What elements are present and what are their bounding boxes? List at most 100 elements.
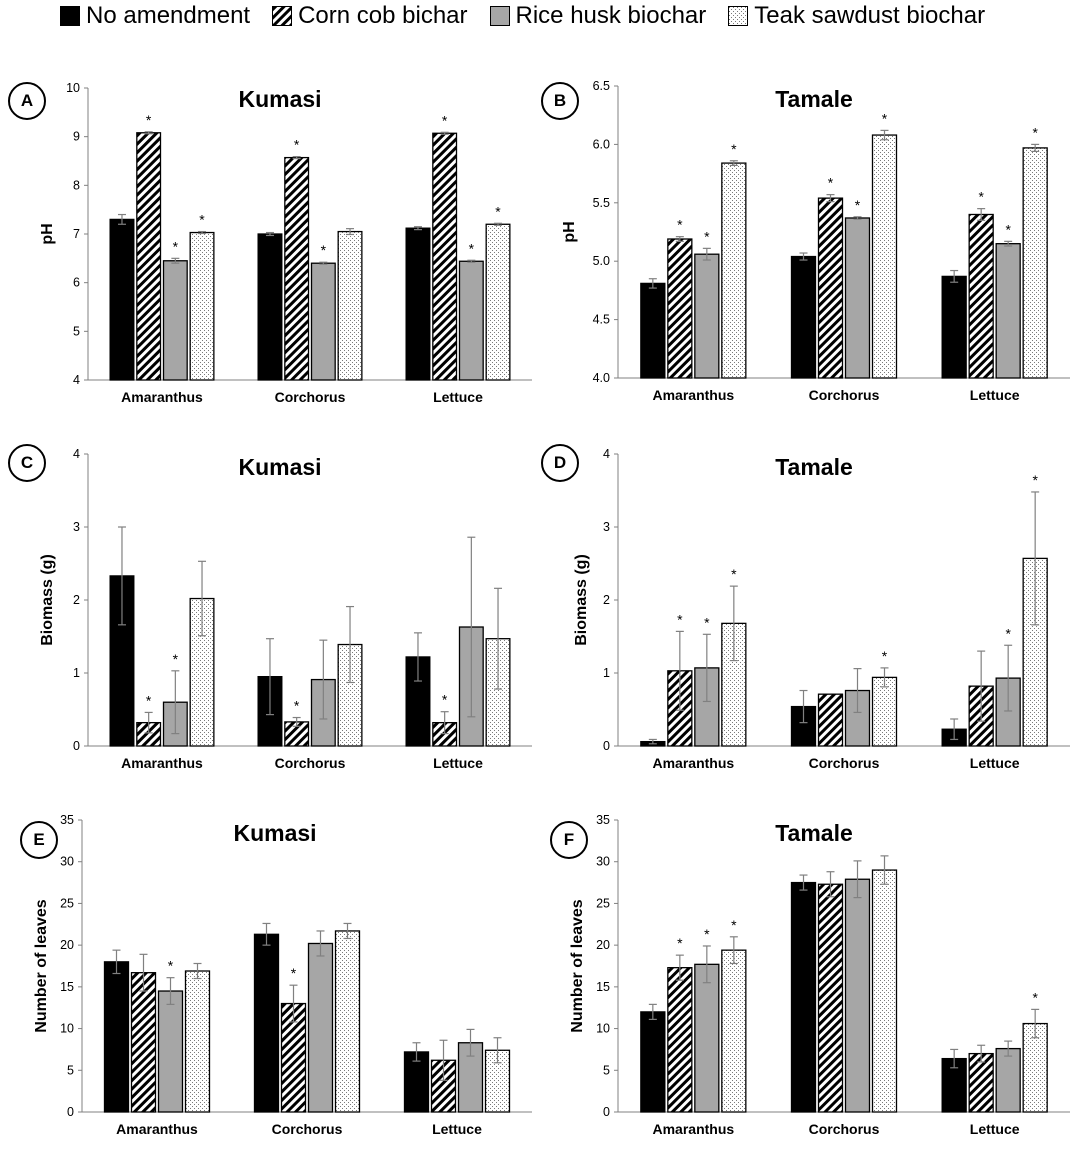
- bar-teak-sawdust: [485, 223, 511, 381]
- x-category-label: Corchorus: [809, 755, 880, 771]
- chart-svg: 4 5 6 7 8 9 10 Amaranthus * * * Corchorus * * Lettuce *…: [66, 81, 532, 405]
- x-category-label: Amaranthus: [652, 387, 734, 403]
- y-tick-label: 35: [60, 813, 74, 827]
- x-category-label: Amaranthus: [652, 755, 734, 771]
- bar-no-amendment: [640, 1011, 666, 1113]
- bar-no-amendment: [253, 933, 280, 1113]
- x-category-label: Corchorus: [272, 1121, 343, 1137]
- significance-star: *: [731, 141, 737, 157]
- bar-corn-cob: [667, 238, 693, 379]
- significance-star: *: [294, 698, 300, 714]
- x-category-label: Lettuce: [433, 389, 483, 405]
- bar-corn-cob: [136, 132, 162, 381]
- legend-label: Teak sawdust biochar: [754, 2, 986, 29]
- significance-star: *: [199, 212, 205, 228]
- bar-rice-husk: [694, 253, 720, 379]
- x-category-label: Amaranthus: [652, 1121, 734, 1137]
- chart-svg: 0 1 2 3 4 Amaranthus * * Corchorus * Lettuce *: [73, 447, 532, 771]
- chart-svg: 4.0 4.5 5.0 5.5 6.0 6.5 Amaranthus * * * Corchorus…: [593, 79, 1070, 403]
- significance-star: *: [173, 238, 179, 254]
- chart-panel-b: B Tamale pH 4.0 4.5 5.0 5.5 6.0 6.5 Amaranthus…: [538, 50, 1078, 422]
- significance-star: *: [882, 648, 888, 664]
- y-tick-label: 8: [73, 178, 80, 192]
- y-tick-label: 5.5: [593, 196, 610, 210]
- bar-corn-cob: [667, 967, 693, 1113]
- y-tick-label: 25: [596, 896, 610, 910]
- panel-letter: A: [8, 82, 46, 120]
- y-tick-label: 15: [60, 980, 74, 994]
- bar-corn-cob: [130, 972, 157, 1113]
- significance-star: *: [495, 203, 501, 219]
- significance-star: *: [442, 112, 448, 128]
- bar-corn-cob: [968, 1052, 994, 1113]
- bar-corn-cob: [817, 693, 844, 747]
- y-tick-label: 5: [73, 324, 80, 338]
- y-tick-label: 2: [603, 593, 610, 607]
- significance-star: *: [442, 692, 448, 708]
- legend-item-teak-sawdust: Teak sawdust biochar: [728, 2, 985, 30]
- bar-corn-cob: [284, 156, 310, 381]
- significance-star: *: [677, 611, 683, 627]
- y-tick-label: 30: [60, 855, 74, 869]
- bar-teak-sawdust: [334, 930, 361, 1113]
- y-tick-label: 1: [603, 666, 610, 680]
- significance-star: *: [294, 137, 300, 153]
- y-tick-label: 9: [73, 130, 80, 144]
- bar-no-amendment: [403, 1051, 430, 1113]
- bar-no-amendment: [790, 705, 817, 747]
- significance-star: *: [855, 197, 861, 213]
- significance-star: *: [1032, 472, 1038, 488]
- bar-no-amendment: [790, 881, 817, 1113]
- x-category-label: Corchorus: [275, 389, 346, 405]
- x-category-label: Lettuce: [970, 755, 1020, 771]
- bar-corn-cob: [817, 883, 844, 1113]
- bar-rice-husk: [162, 260, 188, 381]
- x-category-label: Lettuce: [970, 387, 1020, 403]
- bar-rice-husk: [844, 217, 871, 379]
- significance-star: *: [321, 242, 327, 258]
- significance-star: *: [704, 926, 710, 942]
- legend-swatch-diagonal: [272, 6, 293, 26]
- legend-item-no-amendment: No amendment: [60, 2, 250, 30]
- bar-teak-sawdust: [871, 869, 898, 1113]
- significance-star: *: [677, 935, 683, 951]
- y-tick-label: 5: [603, 1063, 610, 1077]
- chart-panel-a: A Kumasi pH 4 5 6 7 8 9 10 Amaranthus * * * Corchor…: [0, 50, 540, 422]
- y-tick-label: 3: [603, 520, 610, 534]
- bar-teak-sawdust: [1022, 147, 1048, 379]
- panel-letter: F: [550, 821, 588, 859]
- y-tick-label: 20: [596, 938, 610, 952]
- panel-title: Kumasi: [238, 454, 322, 480]
- x-category-label: Corchorus: [809, 387, 880, 403]
- y-tick-label: 7: [73, 227, 80, 241]
- significance-star: *: [291, 965, 297, 981]
- panel-title: Kumasi: [233, 820, 317, 846]
- panel-letter: B: [541, 82, 579, 120]
- y-tick-label: 4: [73, 373, 80, 387]
- significance-star: *: [677, 217, 683, 233]
- bar-rice-husk: [310, 262, 336, 381]
- bar-teak-sawdust: [721, 949, 747, 1113]
- significance-star: *: [146, 112, 152, 128]
- x-category-label: Amaranthus: [116, 1121, 198, 1137]
- y-tick-label: 5: [67, 1063, 74, 1077]
- y-tick-label: 0: [67, 1105, 74, 1119]
- x-category-label: Amaranthus: [121, 389, 203, 405]
- y-tick-label: 2: [73, 593, 80, 607]
- bar-corn-cob: [432, 132, 458, 381]
- y-tick-label: 20: [60, 938, 74, 952]
- significance-star: *: [1032, 989, 1038, 1005]
- y-tick-label: 10: [66, 81, 80, 95]
- significance-star: *: [704, 228, 710, 244]
- chart-svg: 0 5 10 15 20 25 30 35 Amaranthus * * * Corchorus Lett…: [596, 813, 1070, 1137]
- bar-corn-cob: [968, 213, 994, 379]
- y-tick-label: 10: [596, 1022, 610, 1036]
- chart-svg: 0 5 10 15 20 25 30 35 Amaranthus * Corchorus * Lettu…: [60, 813, 532, 1137]
- significance-star: *: [704, 614, 710, 630]
- legend-item-rice-husk: Rice husk biochar: [489, 2, 706, 30]
- bar-rice-husk: [995, 1047, 1021, 1113]
- bar-rice-husk: [458, 260, 484, 381]
- chart-panel-c: C Kumasi Biomass (g) 0 1 2 3 4 Amaranthus * * Co…: [0, 420, 540, 792]
- y-tick-label: 4: [73, 447, 80, 461]
- bar-rice-husk: [157, 990, 184, 1113]
